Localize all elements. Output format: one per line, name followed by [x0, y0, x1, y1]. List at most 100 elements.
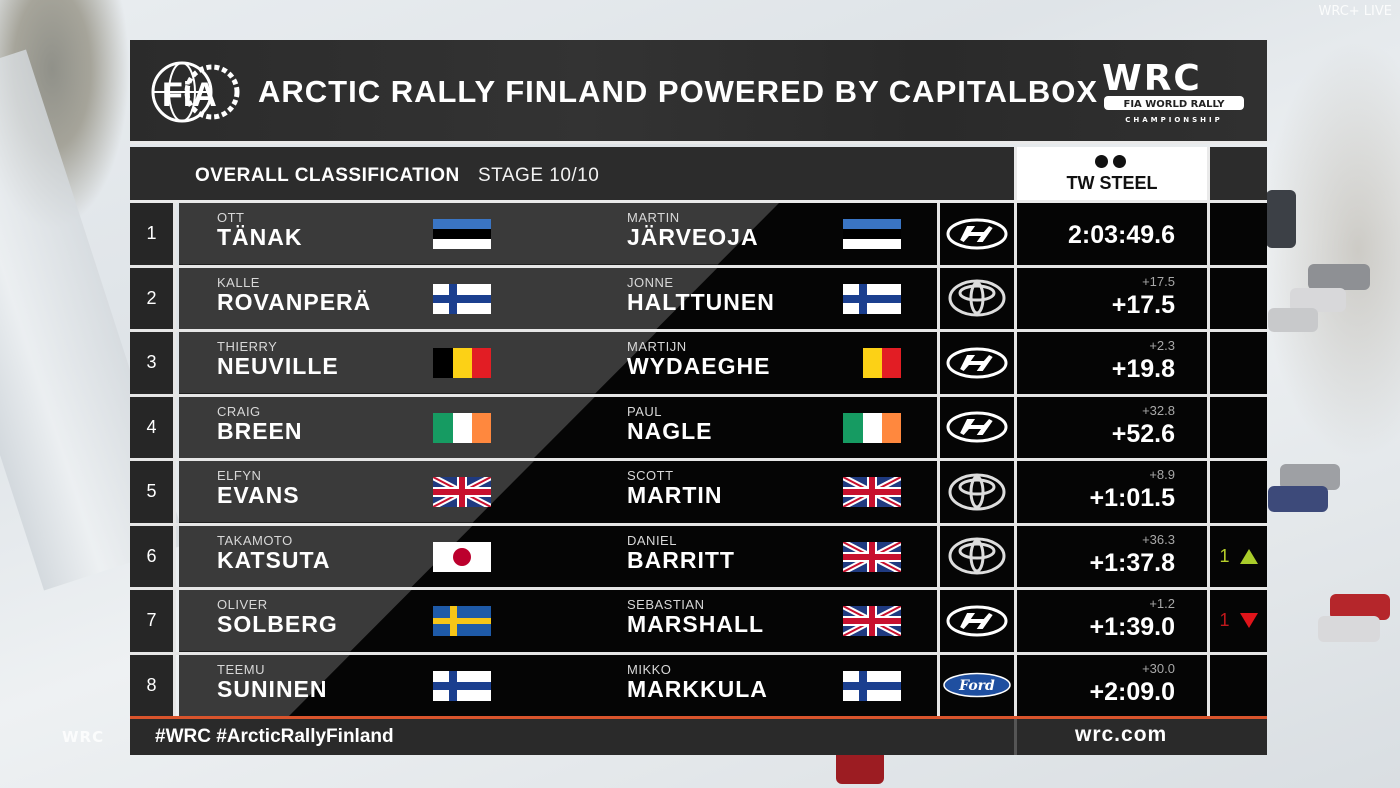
gap-to-leader: +1:01.5 — [1089, 484, 1176, 512]
hyundai-logo-icon — [937, 590, 1014, 652]
hyundai-logo-icon — [937, 332, 1014, 394]
gap-to-previous: +30.0 — [1142, 660, 1175, 676]
crew-cell: ELFYN EVANS SCOTT MARTIN — [179, 461, 937, 523]
driver-first-name: TEEMU — [217, 661, 265, 677]
driver-uk-flag-icon — [433, 477, 491, 507]
background-car — [1318, 616, 1380, 642]
position: 1 — [130, 203, 176, 265]
codriver-name: MARTIJN WYDAEGHE — [627, 339, 770, 380]
crew-cell: CRAIG BREEN PAUL NAGLE — [179, 396, 937, 458]
standings-list: 1 OTT TÄNAK MARTIN JÄRVEOJA 2:03:49.6 2 — [130, 203, 1267, 719]
driver-name: CRAIG BREEN — [217, 404, 303, 445]
svg-text:FiA: FiA — [162, 76, 217, 114]
codriver-last-name: MARSHALL — [627, 611, 765, 637]
driver-first-name: KALLE — [217, 274, 260, 290]
tw-steel-logo-icon — [1095, 155, 1126, 168]
driver-sweden-flag-icon — [433, 606, 491, 636]
standings-row: 7 OLIVER SOLBERG SEBASTIAN MARSHALL +1.2… — [130, 590, 1267, 655]
crew-cell: KALLE ROVANPERÄ JONNE HALTTUNEN — [179, 267, 937, 329]
hyundai-logo-icon — [937, 396, 1014, 458]
footer-divider — [1014, 719, 1017, 755]
toyota-logo-icon — [937, 267, 1014, 329]
position-change — [1210, 654, 1267, 716]
hashtags: #WRC #ArcticRallyFinland — [155, 726, 394, 747]
driver-name: TAKAMOTO KATSUTA — [217, 533, 330, 574]
time-cell: +8.9 +1:01.5 — [1014, 461, 1210, 523]
diagonal-shade — [179, 332, 657, 394]
driver-finland-flag-icon — [433, 670, 491, 701]
diagonal-shade — [179, 396, 596, 458]
svg-text:FIA WORLD RALLY: FIA WORLD RALLY — [1123, 99, 1225, 110]
codriver-first-name: JONNE — [627, 274, 674, 290]
driver-belgium-flag-icon — [433, 348, 491, 378]
driver-estonia-flag-icon — [433, 219, 491, 249]
driver-last-name: SUNINEN — [217, 675, 328, 702]
codriver-first-name: MARTIN — [627, 210, 680, 225]
codriver-first-name: DANIEL — [627, 532, 677, 548]
codriver-finland-flag-icon — [843, 670, 901, 701]
codriver-last-name: WYDAEGHE — [627, 353, 771, 379]
codriver-name: PAUL NAGLE — [627, 404, 713, 445]
driver-first-name: ELFYN — [217, 468, 262, 483]
background-car — [1280, 464, 1340, 490]
crew-cell: THIERRY NEUVILLE MARTIJN WYDAEGHE — [179, 332, 937, 394]
position-change-count: 1 — [1219, 545, 1230, 566]
driver-finland-flag-icon — [433, 283, 491, 314]
codriver-uk-flag-icon — [843, 606, 901, 636]
time-cell: +32.8 +52.6 — [1014, 396, 1210, 458]
time-cell: +30.0 +2:09.0 — [1014, 654, 1210, 716]
timing-sponsor-label: TW STEEL — [1066, 173, 1158, 193]
standings-row: 8 TEEMU SUNINEN MIKKO MARKKULA Ford +30.… — [130, 654, 1267, 719]
gap-to-leader: +1:39.0 — [1089, 613, 1176, 641]
position: 6 — [130, 525, 176, 587]
codriver-last-name: MARKKULA — [627, 675, 768, 702]
board-header: FiA ARCTIC RALLY FINLAND POWERED BY CAPI… — [130, 40, 1267, 144]
classification-subheader: OVERALL CLASSIFICATION STAGE 10/10 — [130, 147, 1014, 203]
position-change — [1210, 203, 1267, 265]
position: 7 — [130, 590, 176, 652]
codriver-last-name: HALTTUNEN — [627, 288, 775, 315]
position: 8 — [130, 654, 176, 716]
codriver-finland-flag-icon — [843, 283, 901, 314]
driver-last-name: NEUVILLE — [217, 353, 339, 379]
live-watermark-text: WRC+ LIVE — [1318, 4, 1392, 19]
live-watermark: WRC+ LIVE — [1318, 4, 1392, 19]
background-car — [1268, 308, 1318, 332]
standings-row: 4 CRAIG BREEN PAUL NAGLE +32.8 +52.6 — [130, 396, 1267, 461]
time-cell: +1.2 +1:39.0 — [1014, 590, 1210, 652]
codriver-last-name: MARTIN — [627, 482, 723, 508]
position: 3 — [130, 332, 176, 394]
time-cell: +2.3 +19.8 — [1014, 332, 1210, 394]
standings-row: 2 KALLE ROVANPERÄ JONNE HALTTUNEN +17.5 … — [130, 267, 1267, 332]
background-car — [1308, 264, 1370, 290]
position-change: 1 — [1210, 590, 1267, 652]
codriver-last-name: NAGLE — [627, 417, 713, 444]
subheader-spacer — [1210, 147, 1267, 203]
svg-text:CHAMPIONSHIP: CHAMPIONSHIP — [1125, 116, 1223, 124]
codriver-belgium-flag-icon — [863, 348, 901, 378]
timing-sponsor: TW STEEL — [1014, 147, 1210, 203]
fia-logo-icon: FiA — [151, 61, 240, 123]
arrow-down-icon — [1239, 613, 1258, 629]
driver-name: TEEMU SUNINEN — [217, 662, 328, 703]
driver-last-name: ROVANPERÄ — [217, 288, 372, 315]
standings-row: 1 OTT TÄNAK MARTIN JÄRVEOJA 2:03:49.6 — [130, 203, 1267, 268]
driver-first-name: OTT — [217, 210, 245, 225]
position-change: 1 — [1210, 525, 1267, 587]
codriver-uk-flag-icon — [843, 477, 901, 507]
svg-text:WRC: WRC — [1102, 58, 1202, 99]
crew-cell: OLIVER SOLBERG SEBASTIAN MARSHALL — [179, 590, 937, 652]
codriver-name: SCOTT MARTIN — [627, 468, 722, 509]
codriver-estonia-flag-icon — [843, 219, 901, 249]
crew-cell: TEEMU SUNINEN MIKKO MARKKULA — [179, 654, 937, 716]
driver-first-name: THIERRY — [217, 339, 278, 354]
background-car — [1330, 594, 1390, 620]
driver-name: THIERRY NEUVILLE — [217, 339, 339, 380]
codriver-first-name: PAUL — [627, 403, 662, 419]
background-car — [1266, 190, 1296, 248]
gap-to-previous: +1.2 — [1149, 596, 1175, 611]
classification-title: OVERALL CLASSIFICATION — [195, 165, 460, 186]
gap-to-leader: +52.6 — [1111, 419, 1175, 448]
driver-last-name: KATSUTA — [217, 546, 331, 573]
codriver-last-name: JÄRVEOJA — [627, 224, 759, 250]
